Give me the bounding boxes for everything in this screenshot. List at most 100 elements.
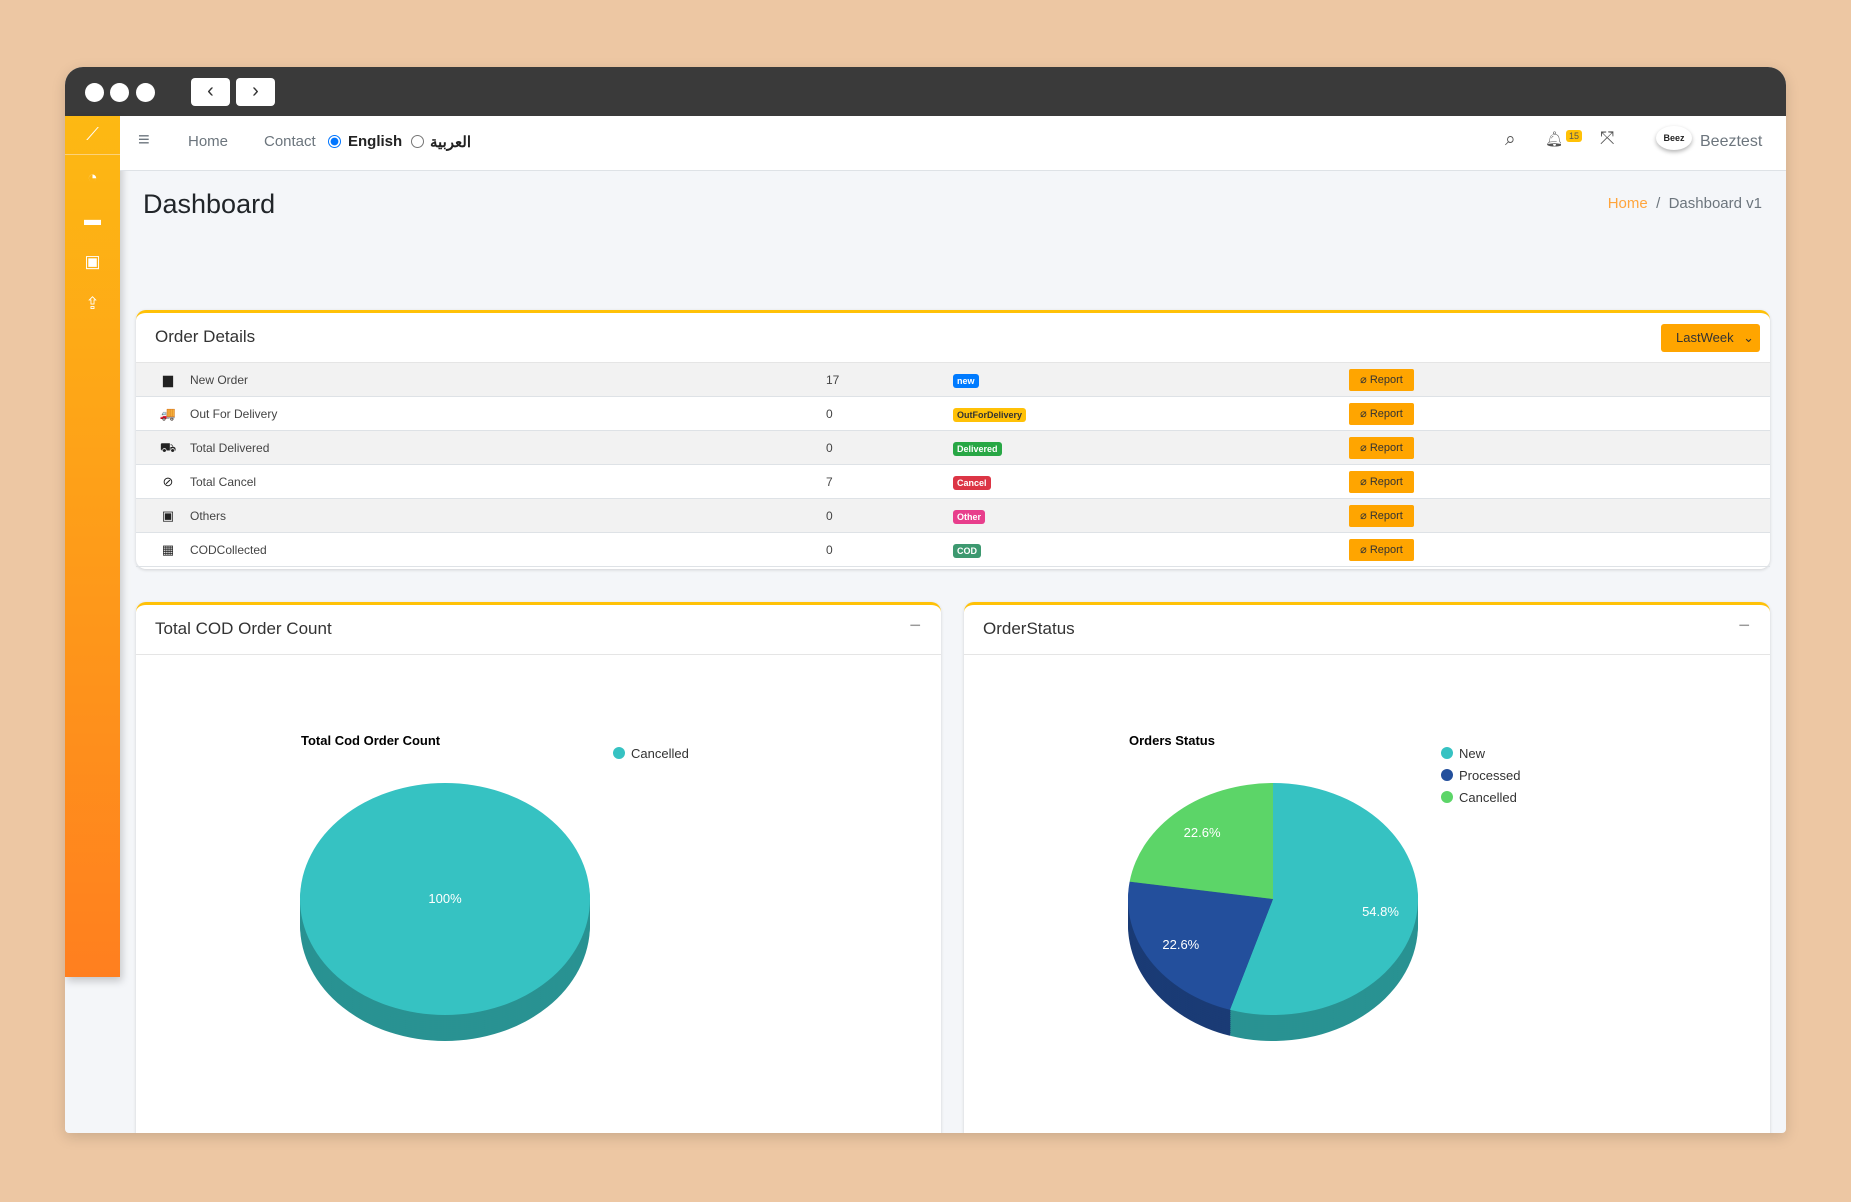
paperclip-icon: ⌀ [1360, 442, 1367, 454]
sidebar: ⟋ ◔ ▬ ▣ ⇪ [65, 116, 120, 977]
avatar[interactable]: Beez [1656, 126, 1692, 150]
collapse-icon[interactable]: − [909, 615, 921, 637]
paperclip-icon: ⌀ [1360, 408, 1367, 420]
chevron-down-icon: ⌄ [1743, 330, 1754, 345]
lang-arabic-label[interactable]: العربية [430, 134, 471, 151]
cod-count-card: Total COD Order Count − Total Cod Order C… [136, 602, 941, 1133]
order-row: ▦ CODCollected 0 COD ⌀ Report [136, 533, 1770, 567]
legend-item[interactable]: Cancelled [613, 743, 689, 765]
status-badge: COD [953, 544, 981, 558]
legend-swatch [1441, 769, 1453, 781]
browser-window: ‹ › ⟋ ◔ ▬ ▣ ⇪ ≡ Home Contact English الع… [65, 67, 1786, 1133]
report-label: Report [1369, 408, 1403, 420]
pie-data-label: 22.6% [1184, 825, 1221, 840]
card-title: OrderStatus [983, 619, 1075, 638]
nav-contact-link[interactable]: Contact [264, 133, 316, 150]
upload-icon[interactable]: ⇪ [85, 294, 100, 313]
report-label: Report [1369, 476, 1403, 488]
forward-button[interactable]: › [236, 78, 275, 106]
back-button[interactable]: ‹ [191, 78, 230, 106]
pie-slice[interactable] [300, 783, 590, 1015]
status-card-header: OrderStatus − [964, 605, 1770, 655]
hamburger-menu-icon[interactable]: ≡ [138, 129, 150, 151]
row-count: 7 [826, 475, 833, 489]
fullscreen-icon[interactable]: ⤧ [1600, 128, 1615, 148]
report-button[interactable]: ⌀ Report [1349, 471, 1414, 493]
top-navbar: ≡ Home Contact English العربية ⌕ 🔔︎ 15 ⤧… [120, 116, 1786, 171]
pie-slice[interactable] [1129, 783, 1273, 899]
dashboard-gauge-icon[interactable]: ◔ [87, 168, 98, 187]
user-name[interactable]: Beeztest [1700, 133, 1763, 150]
card-title: Order Details [155, 327, 256, 346]
report-button[interactable]: ⌀ Report [1349, 505, 1414, 527]
notification-badge: 15 [1566, 130, 1583, 142]
legend-item[interactable]: New [1441, 743, 1520, 765]
nav-home-link[interactable]: Home [188, 133, 229, 150]
legend-swatch [613, 747, 625, 759]
legend-swatch [1441, 791, 1453, 803]
legend-label: Cancelled [631, 746, 689, 761]
collapse-icon[interactable]: − [1738, 615, 1750, 637]
row-label: CODCollected [190, 543, 267, 557]
report-label: Report [1369, 374, 1403, 386]
paperclip-icon: ⌀ [1360, 510, 1367, 522]
status-badge: OutForDelivery [953, 408, 1027, 422]
row-icon: ⊘ [162, 474, 174, 489]
search-icon[interactable]: ⌕ [1505, 129, 1516, 150]
report-button[interactable]: ⌀ Report [1349, 369, 1414, 391]
order-row: ⊘ Total Cancel 7 Cancel ⌀ Report [136, 465, 1770, 499]
row-label: New Order [190, 373, 249, 387]
breadcrumb-home[interactable]: Home [1607, 195, 1648, 212]
report-label: Report [1369, 510, 1403, 522]
row-label: Total Delivered [190, 441, 270, 455]
paperclip-icon: ⌀ [1360, 544, 1367, 556]
legend-item[interactable]: Cancelled [1441, 787, 1520, 809]
period-select[interactable]: LastWeek ⌄ [1661, 324, 1760, 352]
box-open-icon[interactable]: ▬ [84, 210, 101, 229]
row-icon: ⛟ [159, 440, 177, 455]
status-badge: Delivered [953, 442, 1002, 456]
chart-title: Orders Status [1129, 733, 1215, 748]
pie-slice[interactable] [1128, 881, 1273, 1010]
row-count: 0 [826, 509, 833, 523]
lang-arabic-radio[interactable] [411, 135, 424, 148]
row-icon: ▦ [161, 542, 175, 557]
cod-pie-chart: 100% [300, 783, 590, 1041]
page-title: Dashboard [143, 189, 276, 219]
lang-english-label[interactable]: English [348, 133, 403, 150]
legend-item[interactable]: Processed [1441, 765, 1520, 787]
pie-data-label: 54.8% [1362, 904, 1399, 919]
window-maximize-dot[interactable] [136, 83, 155, 102]
card-title: Total COD Order Count [155, 619, 332, 638]
title-bar: ‹ › [65, 67, 1786, 116]
report-button[interactable]: ⌀ Report [1349, 437, 1414, 459]
row-label: Others [190, 509, 227, 523]
order-row: ▣ Others 0 Other ⌀ Report [136, 499, 1770, 533]
legend-swatch [1441, 747, 1453, 759]
window-close-dot[interactable] [85, 83, 104, 102]
row-count: 0 [826, 441, 833, 455]
row-label: Out For Delivery [190, 407, 278, 421]
lang-english-radio[interactable] [328, 135, 341, 148]
bell-icon[interactable]: 🔔︎ [1545, 131, 1561, 148]
order-row: 🚚 Out For Delivery 0 OutForDelivery ⌀ Re… [136, 397, 1770, 431]
status-badge: Other [953, 510, 986, 524]
pie-slice[interactable] [1229, 783, 1418, 1015]
window-minimize-dot[interactable] [110, 83, 129, 102]
file-add-icon[interactable]: ▣ [84, 252, 101, 271]
breadcrumb-separator: / [1656, 195, 1661, 212]
order-details-card: Order Details LastWeek ⌄ ▆ New Order 17 n… [136, 310, 1770, 569]
legend-label: New [1459, 746, 1486, 761]
report-label: Report [1369, 544, 1403, 556]
report-button[interactable]: ⌀ Report [1349, 539, 1414, 561]
pie-data-label: 22.6% [1162, 937, 1199, 952]
row-count: 0 [826, 407, 833, 421]
row-icon: ▣ [161, 508, 175, 523]
status-badge: new [953, 374, 979, 388]
period-value: LastWeek [1676, 330, 1734, 345]
legend-label: Processed [1459, 768, 1521, 783]
report-button[interactable]: ⌀ Report [1349, 403, 1414, 425]
breadcrumb: Home / Dashboard v1 [1608, 195, 1762, 212]
logo-icon[interactable]: ⟋ [65, 116, 120, 155]
report-label: Report [1369, 442, 1403, 454]
